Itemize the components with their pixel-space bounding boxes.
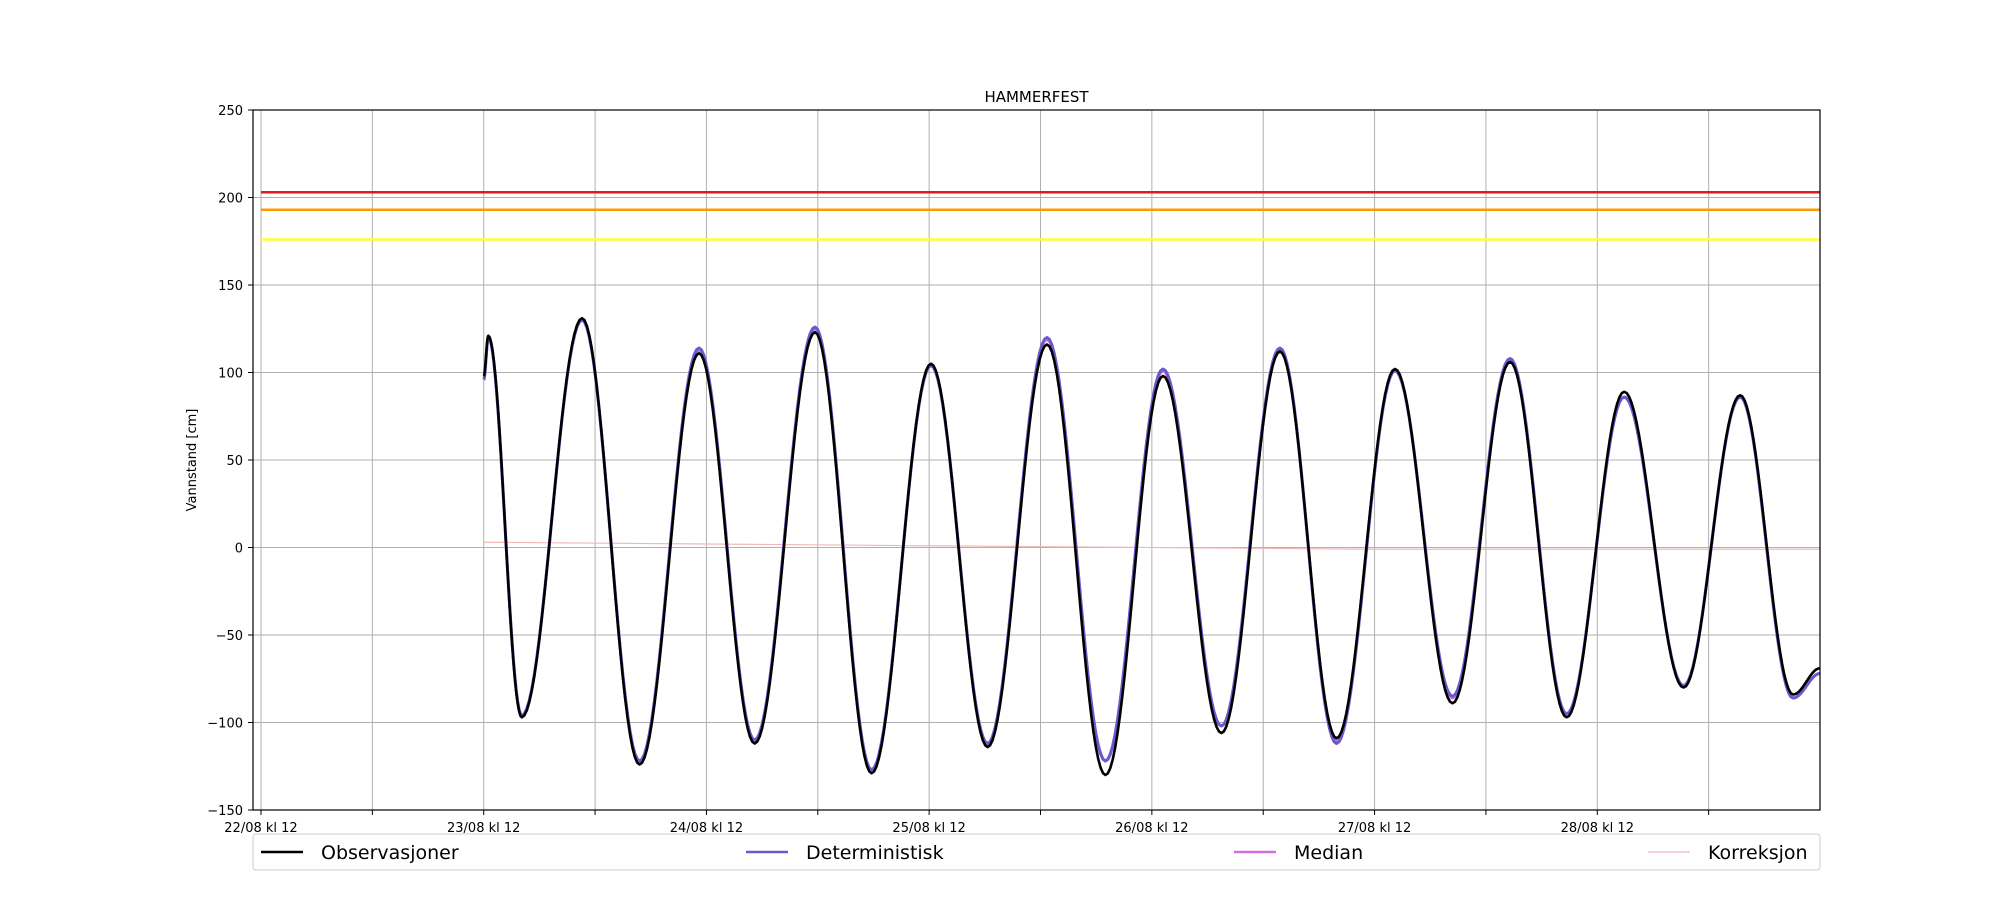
y-tick-label: 250 [218,104,243,119]
series-lines [482,316,1821,777]
y-tick-label: 0 [235,542,243,557]
x-tick-label: 28/08 kl 12 [1561,821,1634,836]
legend-label: Korreksjon [1708,842,1808,864]
y-tick-label: 100 [218,367,243,382]
x-tick-label: 25/08 kl 12 [892,821,965,836]
legend-label: Deterministisk [806,842,944,864]
y-axis-label: Vannstand [cm] [185,409,200,512]
y-axis-ticks: −150 −100 −50 0 50 100 150 200 250 [207,104,253,819]
threshold-lines [261,191,1820,241]
x-tick-label: 22/08 kl 12 [224,821,297,836]
y-tick-label: −100 [207,717,243,732]
y-tick-label: 50 [226,454,243,469]
y-tick-label: −50 [216,629,243,644]
legend-label: Median [1294,842,1363,864]
legend: Observasjoner Deterministisk Median Korreks… [252,833,1821,871]
x-tick-label: 27/08 kl 12 [1338,821,1411,836]
x-axis-ticks: 22/08 kl 12 23/08 kl 12 24/08 kl 12 25/08 k… [224,810,1710,836]
x-tick-label: 26/08 kl 12 [1115,821,1188,836]
y-tick-label: 200 [218,192,243,207]
x-tick-label: 24/08 kl 12 [670,821,743,836]
grid [253,109,1820,811]
y-tick-label: −150 [207,804,243,819]
legend-box [252,833,1821,871]
y-tick-label: 150 [218,279,243,294]
x-tick-label: 23/08 kl 12 [447,821,520,836]
series-line-observasjoner [482,316,1821,777]
chart-title: HAMMERFEST [984,88,1089,106]
legend-label: Observasjoner [321,842,459,864]
